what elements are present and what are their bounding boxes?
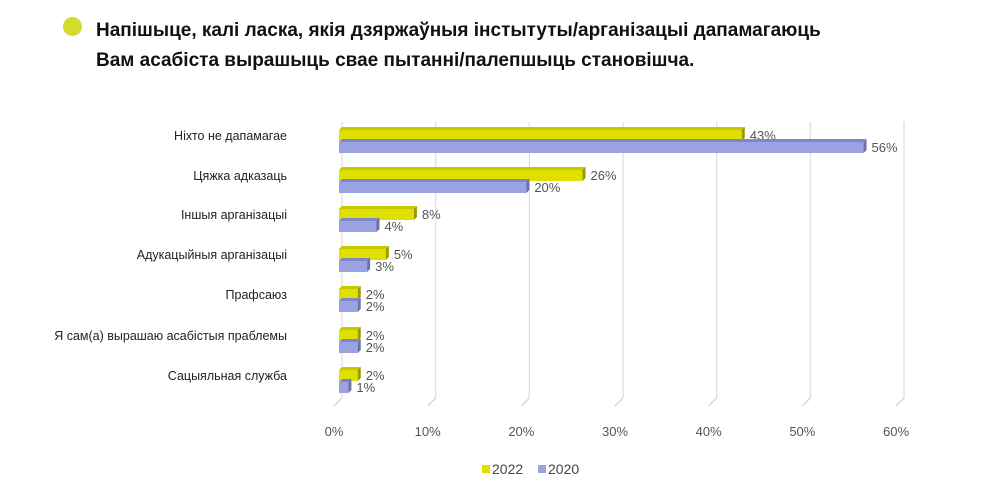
category-label: Я сам(а) вырашаю асабістыя праблемы: [54, 329, 287, 343]
bar-top-2022: [339, 206, 417, 209]
bar-top-2022: [339, 286, 361, 289]
bar-top-2022: [339, 367, 361, 370]
data-label-2022: 8%: [422, 207, 441, 222]
data-label-2020: 1%: [356, 380, 375, 395]
chart-title: Напішыце, калі ласка, якія дзяржаўныя ін…: [96, 16, 976, 76]
legend-swatch-2020: [538, 465, 546, 473]
x-tick-label: 50%: [789, 424, 815, 439]
gridline-foot: [520, 397, 530, 407]
bar-2020: [339, 261, 368, 272]
data-label-2022: 2%: [366, 368, 385, 383]
bar-side-2022: [741, 127, 745, 141]
x-tick-label: 10%: [415, 424, 441, 439]
category-label: Іншыя арганізацыі: [181, 208, 287, 222]
bar-side-2020: [357, 298, 361, 312]
category-label: Адукацыйныя арганізацыі: [137, 248, 287, 262]
bar-2022: [339, 289, 358, 300]
bar-2022: [339, 130, 742, 141]
x-tick-label: 40%: [696, 424, 722, 439]
bar-top-2020: [339, 298, 361, 301]
bar-2022: [339, 330, 358, 341]
bar-side-2020: [357, 339, 361, 353]
gridline-foot: [801, 397, 811, 407]
legend-label-2020: 2020: [548, 461, 579, 477]
gridline-foot: [708, 397, 718, 407]
bar-2020: [339, 342, 358, 353]
bar-2020: [339, 142, 864, 153]
gridline-foot: [333, 397, 343, 407]
bar-side-2020: [367, 258, 371, 272]
x-tick-label: 60%: [883, 424, 909, 439]
title-line-2: Вам асабіста вырашыць свае пытанні/палеп…: [96, 50, 695, 71]
category-label: Цяжка адказаць: [193, 169, 287, 183]
bar-2022: [339, 249, 386, 260]
gridline-foot: [895, 397, 905, 407]
data-label-2020: 2%: [366, 299, 385, 314]
bar-side-2020: [526, 179, 530, 193]
bar-top-2022: [339, 167, 586, 170]
bar-side-2022: [357, 327, 361, 341]
data-label-2020: 56%: [872, 140, 898, 155]
bar-side-2020: [863, 139, 867, 153]
bar-top-2020: [339, 258, 371, 261]
data-label-2020: 2%: [366, 340, 385, 355]
bar-2022: [339, 370, 358, 381]
data-label-2022: 5%: [394, 247, 413, 262]
category-label: Прафсаюз: [226, 288, 288, 302]
legend-label-2022: 2022: [492, 461, 523, 477]
data-label-2020: 3%: [375, 259, 394, 274]
bar-top-2020: [339, 379, 352, 382]
bar-2020: [339, 182, 527, 193]
bar-top-2022: [339, 246, 389, 249]
title-bullet-icon: [63, 17, 82, 36]
bar-side-2022: [582, 167, 586, 181]
bar-top-2020: [339, 218, 380, 221]
bar-top-2022: [339, 327, 361, 330]
title-line-1: Напішыце, калі ласка, якія дзяржаўныя ін…: [96, 20, 821, 41]
data-label-2022: 2%: [366, 328, 385, 343]
bar-2022: [339, 209, 414, 220]
data-label-2022: 26%: [591, 168, 617, 183]
data-label-2020: 20%: [534, 180, 560, 195]
bar-top-2020: [339, 179, 530, 182]
bar-side-2022: [385, 246, 389, 260]
bar-2022: [339, 170, 583, 181]
bar-side-2022: [357, 367, 361, 381]
data-label-2022: 2%: [366, 287, 385, 302]
bar-2020: [339, 301, 358, 312]
gridline-foot: [614, 397, 624, 407]
x-tick-label: 20%: [508, 424, 534, 439]
bar-top-2022: [339, 127, 745, 130]
data-label-2020: 4%: [384, 219, 403, 234]
category-label: Сацыяльная служба: [168, 369, 287, 383]
bar-top-2020: [339, 339, 361, 342]
x-tick-label: 0%: [325, 424, 344, 439]
category-label: Ніхто не дапамагае: [174, 129, 287, 143]
gridline-foot: [427, 397, 437, 407]
legend-swatch-2022: [482, 465, 490, 473]
bar-side-2020: [376, 218, 380, 232]
bar-side-2022: [413, 206, 417, 220]
bar-side-2022: [357, 286, 361, 300]
bar-side-2020: [348, 379, 352, 393]
x-tick-label: 30%: [602, 424, 628, 439]
bar-top-2020: [339, 139, 867, 142]
bar-2020: [339, 382, 349, 393]
bar-2020: [339, 221, 377, 232]
